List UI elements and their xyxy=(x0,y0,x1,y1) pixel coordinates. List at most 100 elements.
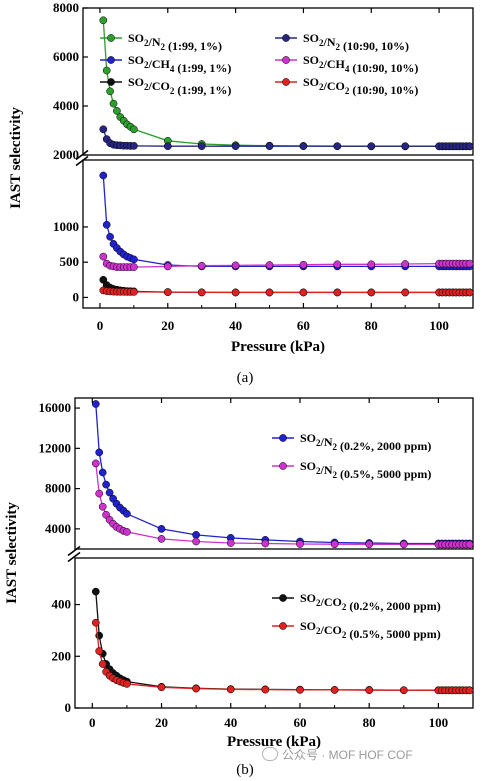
x-tick-label: 80 xyxy=(363,715,376,730)
legend-swatch-marker xyxy=(279,594,287,602)
data-point xyxy=(105,488,114,497)
data-point xyxy=(333,142,342,151)
y-tick-label: 8000 xyxy=(45,481,71,496)
data-point xyxy=(365,686,374,695)
data-point xyxy=(192,684,200,693)
data-point xyxy=(399,686,408,695)
x-tick-label: 80 xyxy=(365,318,378,333)
x-tick-label: 40 xyxy=(229,318,242,333)
data-point xyxy=(197,288,206,297)
chart-panel-1: 0 20 40 60 80 100 4000 8000 12000 16000 0 200 400 Pre… xyxy=(4,397,474,778)
data-point xyxy=(130,288,138,296)
legend-swatch-marker xyxy=(282,56,290,64)
data-point xyxy=(102,480,110,489)
data-point xyxy=(226,685,235,694)
data-point xyxy=(130,263,138,271)
data-point xyxy=(465,686,474,695)
data-point xyxy=(265,142,274,151)
data-point xyxy=(367,142,376,151)
data-point xyxy=(192,537,200,546)
axis-break-gap xyxy=(75,156,91,159)
data-point xyxy=(113,107,121,115)
data-point xyxy=(98,468,107,477)
data-point xyxy=(157,525,166,533)
data-point xyxy=(365,540,374,549)
data-point xyxy=(95,448,104,457)
data-point xyxy=(102,66,111,75)
y-tick-label: 8000 xyxy=(53,0,79,15)
data-point xyxy=(296,686,304,694)
data-point xyxy=(99,171,108,180)
x-tick-label: 100 xyxy=(429,318,449,333)
upper-plot-frame xyxy=(82,7,474,156)
legend-entry: SO2/N2 (10:90, 10%) xyxy=(303,31,409,53)
data-point xyxy=(163,262,172,271)
y-tick-label: 1000 xyxy=(53,219,79,234)
legend-entry: SO2/N2 (0.2%, 2000 ppm) xyxy=(300,431,431,453)
data-point xyxy=(106,87,114,96)
legend-swatch-marker xyxy=(279,462,287,470)
data-point xyxy=(330,540,339,549)
watermark: 公众号 · MOF HOF COF xyxy=(262,746,490,766)
axis-break-mark xyxy=(67,551,81,563)
data-point xyxy=(197,142,206,151)
data-point xyxy=(123,509,131,518)
data-point xyxy=(299,142,308,151)
y-tick-label: 0 xyxy=(65,700,72,715)
data-point xyxy=(91,459,100,468)
x-axis-title: Pressure (kPa) xyxy=(227,734,321,750)
x-tick-label: 60 xyxy=(293,715,306,730)
legend-swatch-marker xyxy=(107,56,115,64)
y-tick-label: 500 xyxy=(60,254,80,269)
axis-break-mark xyxy=(75,155,89,167)
data-point xyxy=(231,288,240,297)
data-point xyxy=(123,680,131,688)
panel-label: (b) xyxy=(236,762,254,778)
x-tick-label: 100 xyxy=(429,715,449,730)
y-axis-title: IAST selectivity xyxy=(4,502,20,604)
data-point xyxy=(109,99,118,108)
data-point xyxy=(163,142,172,151)
data-point xyxy=(299,288,308,297)
panel-label: (a) xyxy=(237,370,254,386)
data-point xyxy=(91,618,100,627)
data-point xyxy=(157,683,166,692)
legend-entry: SO2/CO2 (0.5%, 5000 ppm) xyxy=(300,619,441,641)
data-point xyxy=(367,288,376,297)
x-tick-label: 0 xyxy=(89,715,96,730)
y-axis-title: IAST selectivity xyxy=(8,107,24,209)
data-point xyxy=(91,587,100,596)
data-point xyxy=(231,261,240,270)
series-line-2 xyxy=(102,175,470,268)
axis-break-mark xyxy=(67,545,81,557)
data-point xyxy=(163,288,172,296)
data-point xyxy=(91,400,100,408)
legend-entry: SO2/N2 (1:99, 1%) xyxy=(128,31,222,53)
data-point xyxy=(465,142,474,151)
legend-entry: SO2/CO2 (1:99, 1%) xyxy=(128,75,231,97)
data-point xyxy=(130,255,138,264)
data-point xyxy=(465,540,474,549)
y-tick-label: 6000 xyxy=(53,49,79,64)
x-tick-label: 60 xyxy=(297,318,310,333)
y-tick-label: 4000 xyxy=(45,521,71,536)
y-tick-label: 12000 xyxy=(39,440,72,455)
legend-swatch-marker xyxy=(107,34,115,42)
data-point xyxy=(98,660,107,668)
data-point xyxy=(465,259,474,268)
data-point xyxy=(401,288,410,297)
data-point xyxy=(330,686,339,694)
y-tick-label: 4000 xyxy=(53,98,79,113)
data-point xyxy=(98,502,107,511)
legend-entry: SO2/N2 (0.5%, 5000 ppm) xyxy=(300,459,431,481)
legend-swatch-marker xyxy=(279,434,287,442)
data-point xyxy=(261,685,270,694)
watermark-text: 公众号 · MOF HOF COF xyxy=(282,748,413,762)
wechat-icon xyxy=(262,747,278,761)
x-tick-label: 20 xyxy=(155,715,168,730)
data-point xyxy=(401,260,410,268)
legend-swatch-marker xyxy=(282,34,290,42)
data-point xyxy=(157,535,166,543)
x-axis-title: Pressure (kPa) xyxy=(231,339,325,355)
